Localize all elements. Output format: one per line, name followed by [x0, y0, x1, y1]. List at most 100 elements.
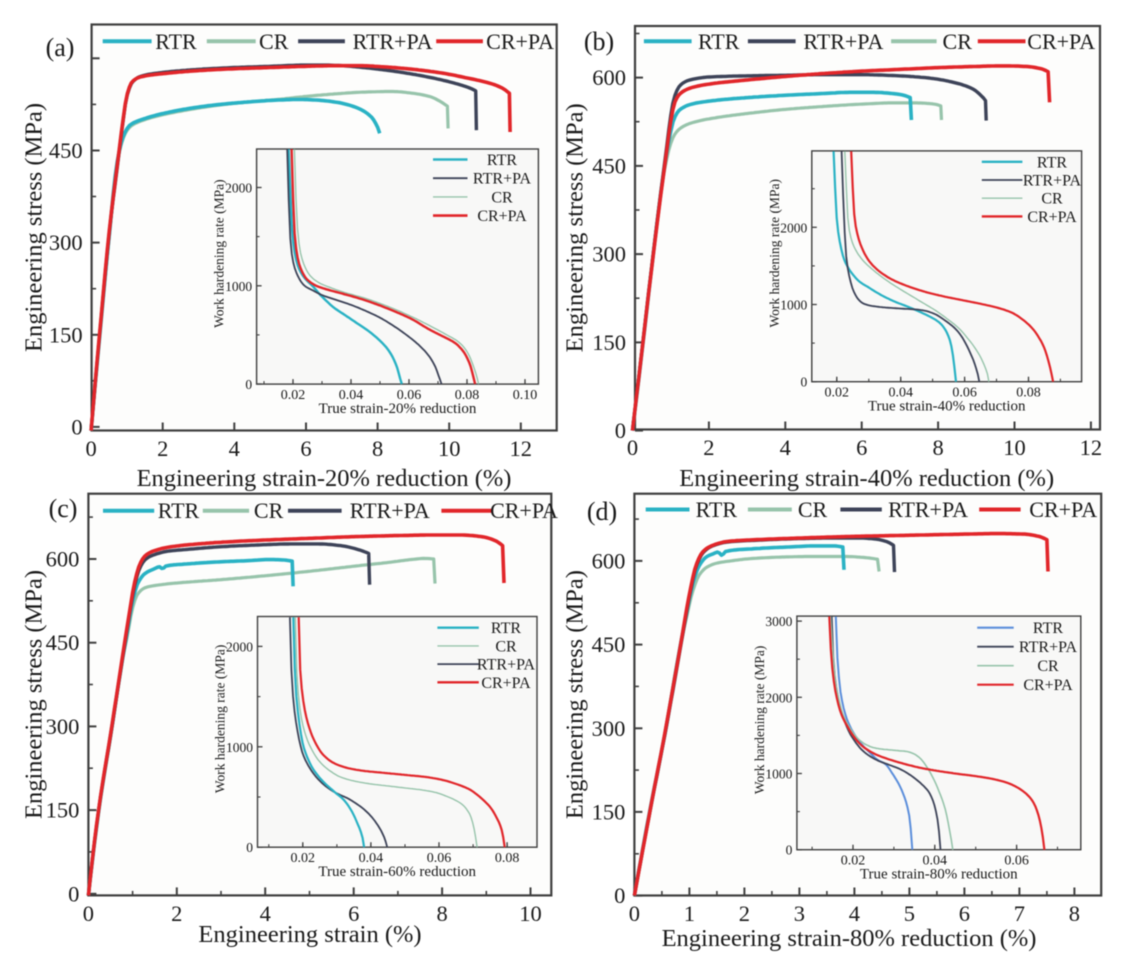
svg-text:(c): (c): [49, 494, 78, 523]
svg-text:8: 8: [1069, 901, 1080, 926]
svg-text:2: 2: [157, 436, 168, 461]
svg-text:7: 7: [1014, 901, 1025, 926]
svg-text:0.04: 0.04: [359, 851, 384, 866]
svg-text:Engineering stress (MPa): Engineering stress (MPa): [562, 570, 589, 819]
svg-text:Engineering stress (MPa): Engineering stress (MPa): [562, 103, 589, 352]
svg-text:0: 0: [83, 901, 94, 926]
svg-text:2: 2: [703, 435, 714, 460]
svg-text:Engineering strain-80% reducti: Engineering strain-80% reduction (%): [662, 925, 1037, 952]
svg-text:CR: CR: [259, 29, 289, 54]
svg-text:(a): (a): [46, 33, 75, 62]
svg-text:300: 300: [46, 714, 80, 739]
svg-text:450: 450: [46, 630, 80, 655]
svg-text:0: 0: [615, 418, 626, 443]
svg-text:0.02: 0.02: [841, 854, 866, 869]
svg-text:4: 4: [780, 435, 791, 460]
svg-text:RTR+PA: RTR+PA: [477, 657, 536, 674]
svg-text:Engineering strain (%): Engineering strain (%): [198, 921, 421, 948]
svg-text:CR+PA: CR+PA: [481, 675, 531, 692]
svg-text:0.08: 0.08: [495, 851, 520, 866]
svg-text:0.06: 0.06: [952, 386, 977, 401]
svg-text:0.08: 0.08: [1016, 386, 1041, 401]
svg-text:5: 5: [904, 901, 915, 926]
svg-text:4: 4: [229, 436, 240, 461]
svg-text:Engineering stress (MPa): Engineering stress (MPa): [20, 570, 47, 819]
svg-text:0.04: 0.04: [888, 386, 913, 401]
svg-text:RTR: RTR: [1033, 620, 1063, 637]
svg-text:6: 6: [959, 901, 970, 926]
svg-text:Work hardening rate (MPa): Work hardening rate (MPa): [212, 179, 227, 328]
svg-text:0: 0: [629, 901, 640, 926]
svg-text:0.02: 0.02: [825, 386, 850, 401]
svg-text:2: 2: [171, 901, 182, 926]
svg-text:12: 12: [1080, 435, 1103, 460]
svg-text:RTR+PA: RTR+PA: [1019, 639, 1078, 656]
svg-text:0: 0: [786, 843, 793, 858]
svg-text:8: 8: [372, 436, 383, 461]
svg-text:150: 150: [592, 330, 626, 355]
svg-text:True strain-40% reduction: True strain-40% reduction: [868, 399, 1026, 415]
svg-text:2000: 2000: [780, 220, 807, 235]
svg-text:450: 450: [592, 153, 626, 178]
svg-text:300: 300: [49, 230, 83, 255]
svg-text:4: 4: [260, 901, 271, 926]
svg-text:RTR+PA: RTR+PA: [350, 498, 430, 523]
svg-text:1000: 1000: [226, 740, 253, 755]
svg-text:10: 10: [519, 901, 542, 926]
svg-text:300: 300: [592, 716, 626, 741]
svg-text:0: 0: [68, 881, 79, 906]
svg-text:RTR+PA: RTR+PA: [1023, 173, 1082, 190]
svg-text:CR: CR: [491, 189, 513, 206]
svg-text:0.02: 0.02: [281, 388, 306, 403]
svg-text:Engineering strain-40% reducti: Engineering strain-40% reduction (%): [679, 465, 1054, 492]
svg-text:4: 4: [849, 901, 860, 926]
svg-text:CR: CR: [798, 497, 828, 522]
svg-text:(b): (b): [584, 27, 614, 56]
svg-text:0.02: 0.02: [291, 851, 316, 866]
svg-text:3: 3: [794, 901, 805, 926]
svg-text:2000: 2000: [225, 181, 252, 196]
svg-text:2: 2: [739, 901, 750, 926]
svg-text:CR: CR: [495, 638, 517, 655]
svg-text:1000: 1000: [225, 279, 252, 294]
svg-text:6: 6: [300, 436, 311, 461]
svg-text:600: 600: [592, 65, 626, 90]
svg-text:450: 450: [49, 138, 83, 163]
svg-text:0.08: 0.08: [455, 388, 480, 403]
svg-text:Engineering strain-20% reducti: Engineering strain-20% reduction (%): [137, 465, 512, 492]
svg-text:(d): (d): [587, 497, 617, 526]
svg-text:CR: CR: [254, 498, 284, 523]
svg-text:0: 0: [614, 883, 625, 908]
svg-text:150: 150: [46, 798, 80, 823]
svg-text:RTR: RTR: [158, 498, 200, 523]
svg-text:CR+PA: CR+PA: [486, 29, 554, 54]
svg-text:600: 600: [46, 547, 80, 572]
svg-text:0: 0: [245, 377, 252, 392]
svg-text:2000: 2000: [226, 639, 253, 654]
svg-text:True strain-80% reduction: True strain-80% reduction: [860, 867, 1018, 883]
svg-text:RTR: RTR: [491, 620, 521, 637]
svg-text:RTR: RTR: [1037, 154, 1067, 171]
svg-text:450: 450: [592, 632, 626, 657]
svg-text:CR: CR: [1041, 191, 1063, 208]
svg-text:2000: 2000: [765, 690, 792, 705]
svg-text:True strain-20% reduction: True strain-20% reduction: [319, 401, 477, 417]
svg-text:6: 6: [856, 435, 867, 460]
svg-text:0: 0: [71, 414, 82, 439]
svg-text:8: 8: [932, 435, 943, 460]
svg-text:0: 0: [246, 840, 253, 855]
svg-text:0.06: 0.06: [427, 851, 452, 866]
svg-text:10: 10: [438, 436, 461, 461]
svg-text:CR+PA: CR+PA: [490, 498, 558, 523]
svg-text:0.04: 0.04: [339, 388, 364, 403]
svg-text:0: 0: [801, 375, 808, 390]
svg-text:6: 6: [348, 901, 359, 926]
svg-text:12: 12: [510, 436, 533, 461]
svg-text:0.06: 0.06: [397, 388, 422, 403]
svg-text:1000: 1000: [780, 298, 807, 313]
svg-text:1000: 1000: [765, 767, 792, 782]
svg-text:RTR: RTR: [487, 152, 517, 169]
svg-text:0: 0: [85, 436, 96, 461]
svg-text:Work hardening rate (MPa): Work hardening rate (MPa): [213, 645, 228, 794]
svg-text:RTR+PA: RTR+PA: [888, 497, 968, 522]
